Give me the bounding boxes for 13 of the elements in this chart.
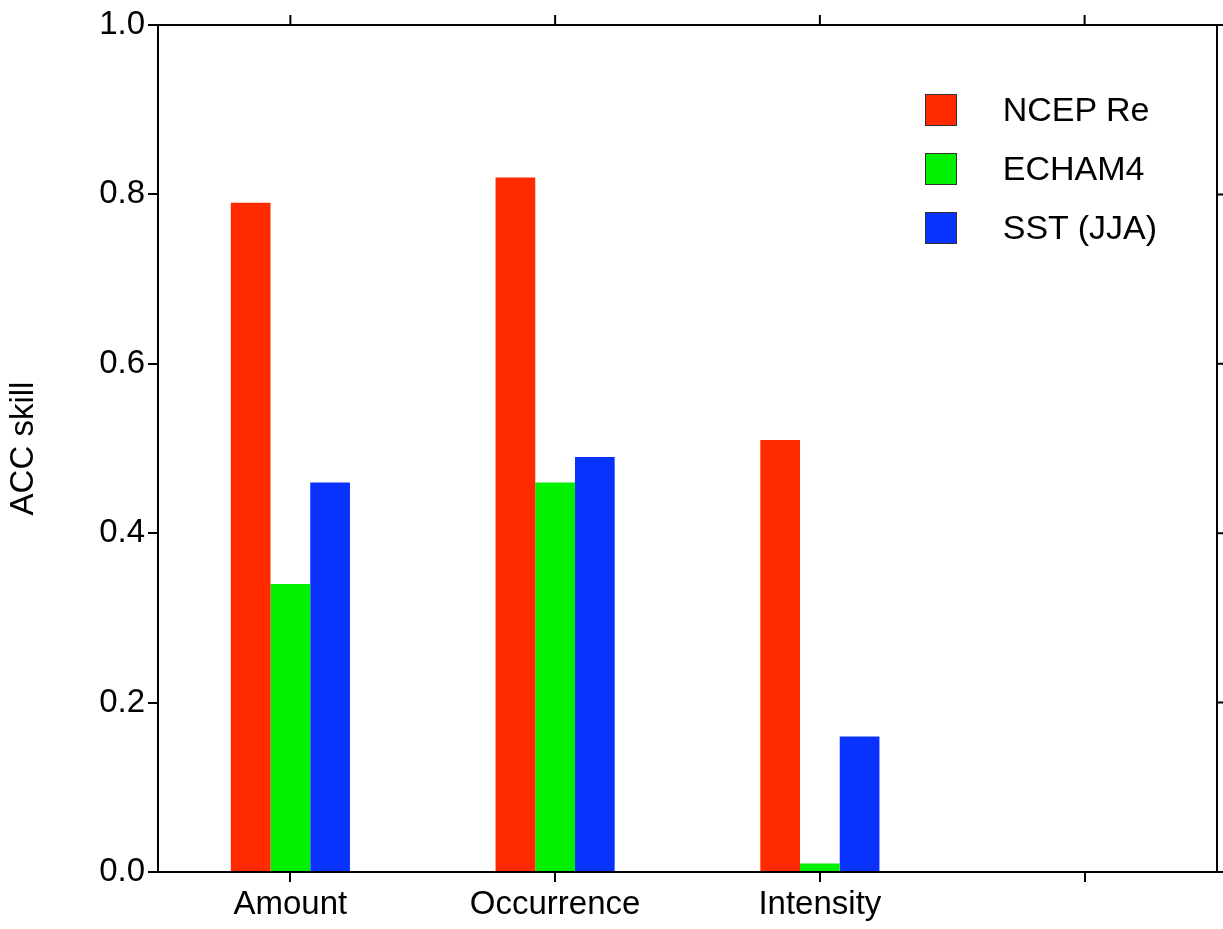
- y-axis-title: ACC skill: [2, 381, 40, 516]
- legend-label: NCEP Re: [1002, 90, 1150, 129]
- x-tick-label: Amount: [233, 883, 348, 921]
- y-tick-label: 0.2: [99, 681, 145, 719]
- y-tick-label: 0.4: [99, 512, 145, 550]
- y-tick-label: 0.8: [99, 173, 145, 211]
- x-tick-label: Occurrence: [469, 883, 641, 921]
- y-tick-label: 0.6: [99, 342, 145, 380]
- x-tick-label: Intensity: [758, 883, 882, 921]
- legend-label: ECHAM4: [1002, 149, 1145, 188]
- y-tick-label: 1.0: [99, 4, 145, 42]
- legend-label: SST (JJA): [1002, 208, 1157, 247]
- y-tick-label: 0.0: [99, 851, 145, 889]
